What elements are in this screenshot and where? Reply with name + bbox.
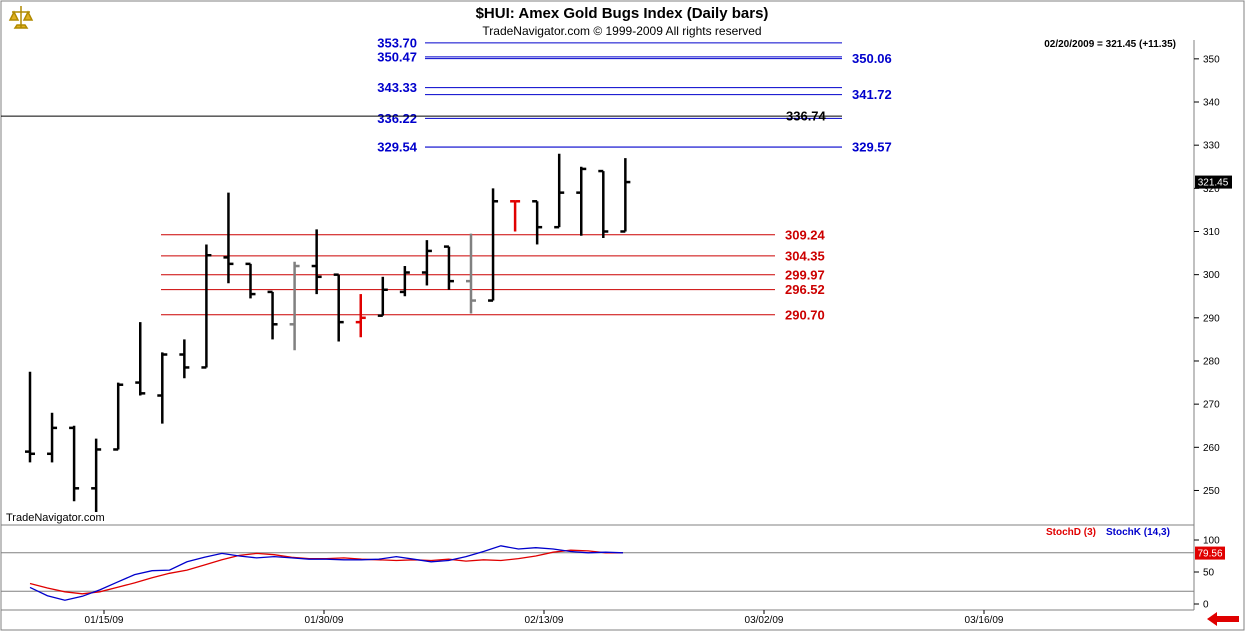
y-tick-label: 280 [1203,356,1220,367]
date-label: 03/16/09 [965,615,1004,626]
y-tick-label: 250 [1203,486,1220,497]
y-tick-label: 330 [1203,141,1220,152]
stoch-k-line [29,545,624,601]
ohlc-bar [620,158,631,233]
blue-level-label: 353.70 [377,35,417,50]
date-label: 03/02/09 [745,615,784,626]
ohlc-bar [69,425,80,502]
ohlc-bar [91,438,102,513]
blue-level-label: 350.47 [377,49,417,64]
ohlc-bar [355,294,366,338]
red-level-label: 296.52 [785,282,825,297]
stoch-tick-label: 100 [1203,536,1220,547]
ohlc-bar [576,166,587,236]
ohlc-bar [311,229,322,295]
red-level-label: 304.35 [785,248,825,263]
ohlc-bar [399,266,410,297]
ohlc-bar [421,240,432,286]
ohlc-bar [532,200,543,245]
ohlc-bar [267,290,278,340]
date-label: 02/13/09 [525,615,564,626]
ohlc-bar [333,273,344,342]
red-level-label: 309.24 [785,227,826,242]
y-tick-label: 290 [1203,313,1220,324]
y-tick-label: 260 [1203,443,1220,454]
ohlc-bar [47,412,58,463]
date-label: 01/30/09 [305,615,344,626]
black-level-label: 336.74 [786,109,827,124]
legend-stoch-d: StochD (3) [1046,527,1096,538]
svg-text:321.45: 321.45 [1198,178,1229,189]
y-tick-label: 340 [1203,98,1220,109]
stoch-last-badge: 79.56 [1195,546,1225,560]
chart-title: $HUI: Amex Gold Bugs Index (Daily bars) [476,5,769,22]
gold-scale-icon [6,4,36,32]
ohlc-bar [201,244,212,369]
date-label: 01/15/09 [85,615,124,626]
ohlc-bar [179,339,190,379]
blue-level-label: 341.72 [852,87,892,102]
ohlc-bar [135,322,146,396]
ohlc-bar [598,169,609,238]
svg-text:79.56: 79.56 [1197,549,1222,560]
ohlc-bar [245,262,256,299]
y-tick-label: 310 [1203,227,1220,238]
y-tick-label: 320 [1203,184,1220,195]
ohlc-bar [223,192,234,284]
red-level-label: 290.70 [785,307,825,322]
red-left-arrow-icon[interactable] [1207,612,1239,626]
stoch-tick-label: 50 [1203,568,1215,579]
ohlc-bar [466,233,476,314]
blue-level-label: 329.54 [377,140,418,155]
red-level-label: 299.97 [785,267,825,282]
blue-level-label: 329.57 [852,140,892,155]
legend-stoch-k: StochK (14,3) [1106,527,1170,538]
y-tick-label: 270 [1203,400,1220,411]
ohlc-bar [554,153,565,229]
blue-level-label: 343.33 [377,80,417,95]
ohlc-bar [443,245,454,290]
ohlc-bar [289,261,300,351]
stochastic-panel: 0 50 100 [1,536,1220,611]
ohlc-bar [157,352,168,424]
ohlc-bar [25,371,35,463]
copyright-subtitle: TradeNavigator.com © 1999-2009 All right… [482,24,761,38]
ohlc-bar [510,200,521,232]
blue-level-label: 336.22 [377,111,417,126]
watermark: TradeNavigator.com [6,512,105,524]
price-axis: 250 260 270 280 290 300 310 320 330 340 350 [1194,54,1220,497]
date-axis: 01/15/09 01/30/09 02/13/09 03/02/09 03/16/09 [85,610,1004,626]
last-bar-info: 02/20/2009 = 321.45 (+11.35) [1044,39,1176,50]
blue-level-label: 350.06 [852,51,892,66]
ohlc-bar [488,188,499,302]
stoch-tick-label: 0 [1203,600,1209,611]
ohlc-bars [25,153,631,513]
ohlc-bar [377,276,388,317]
last-price-badge: 321.45 [1195,175,1232,189]
y-tick-label: 350 [1203,54,1220,65]
y-tick-label: 300 [1203,270,1220,281]
ohlc-bar [113,382,124,451]
